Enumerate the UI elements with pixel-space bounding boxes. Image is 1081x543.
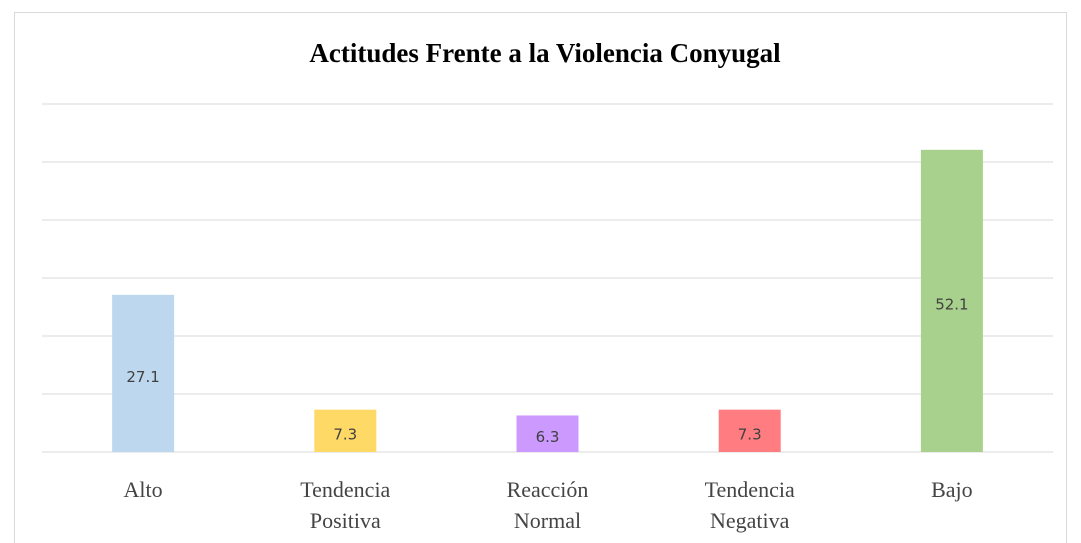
- x-tick-label: Reacción Normal: [506, 477, 589, 533]
- data-label: 27.1: [126, 368, 159, 386]
- bar: [314, 409, 377, 452]
- x-tick-label: Tendencia Positiva: [300, 477, 391, 533]
- bar: [920, 149, 983, 452]
- data-label: 7.3: [738, 425, 762, 443]
- bar: [516, 415, 579, 452]
- x-tick-label: Alto: [123, 477, 163, 502]
- data-label: 6.3: [536, 428, 560, 446]
- data-label: 52.1: [935, 295, 968, 313]
- chart-title: Actitudes Frente a la Violencia Conyugal: [309, 38, 781, 68]
- chart-border: [14, 12, 1067, 543]
- data-label: 7.3: [333, 425, 357, 443]
- bar: [718, 409, 781, 452]
- bar: [112, 294, 175, 452]
- x-tick-label: Tendencia Negativa: [704, 477, 795, 533]
- x-tick-label: Bajo: [931, 477, 973, 502]
